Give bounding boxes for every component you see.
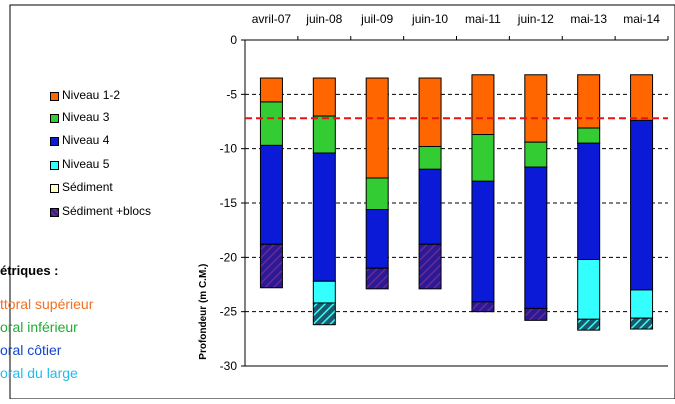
bar-segment bbox=[577, 259, 601, 320]
y-tick-label: -5 bbox=[226, 87, 237, 101]
bar-segment bbox=[365, 209, 389, 269]
legend-label: Sédiment +blocs bbox=[62, 204, 152, 218]
bar-segment bbox=[365, 267, 389, 290]
legend-swatch bbox=[50, 208, 59, 217]
bar-segment bbox=[259, 101, 283, 146]
bar-segment bbox=[312, 77, 336, 117]
bathymetry-line: oral côtier bbox=[0, 342, 62, 358]
y-tick-label: -20 bbox=[220, 250, 238, 264]
bar-segment bbox=[418, 243, 442, 290]
bar-segment bbox=[630, 74, 654, 121]
y-tick-label: -10 bbox=[220, 142, 238, 156]
bathymetry-line: oral du large bbox=[0, 365, 78, 381]
y-tick-label: -15 bbox=[220, 196, 238, 210]
bar-segment bbox=[577, 74, 601, 129]
y-tick-label: 0 bbox=[230, 33, 237, 47]
bar-segment bbox=[418, 77, 442, 147]
y-tick-label: -25 bbox=[220, 305, 238, 319]
legend-label: Niveau 1-2 bbox=[62, 88, 121, 102]
bar-segment bbox=[312, 280, 336, 304]
y-tick-label: -30 bbox=[220, 359, 238, 373]
legend-swatch bbox=[50, 161, 59, 170]
bar-segment bbox=[418, 145, 442, 170]
bar-segment bbox=[312, 115, 336, 154]
legend-label: Sédiment bbox=[62, 180, 113, 194]
bar-segment bbox=[259, 144, 283, 245]
bar-segment bbox=[577, 127, 601, 144]
bar-segment bbox=[312, 152, 336, 282]
x-tick-label: juil-09 bbox=[360, 12, 393, 26]
x-tick-label: juin-12 bbox=[517, 12, 554, 26]
legend-swatch bbox=[50, 184, 59, 193]
legend-swatch bbox=[50, 137, 59, 146]
bar-segment bbox=[577, 318, 601, 331]
bathymetry-line: oral inférieur bbox=[0, 319, 78, 335]
bar-segment bbox=[471, 301, 495, 313]
y-axis-label: Profondeur (m C.M.) bbox=[198, 264, 209, 360]
legend-label: Niveau 3 bbox=[62, 110, 110, 124]
outer-border bbox=[9, 4, 675, 400]
bar-segment bbox=[471, 180, 495, 303]
bar-segment bbox=[524, 307, 548, 321]
bar-segment bbox=[524, 74, 548, 143]
bar-segment bbox=[471, 74, 495, 136]
bar-segment bbox=[418, 168, 442, 245]
legend-label: Niveau 5 bbox=[62, 157, 110, 171]
x-tick-label: juin-10 bbox=[411, 12, 448, 26]
bar-segment bbox=[259, 243, 283, 289]
x-tick-label: mai-11 bbox=[465, 12, 501, 26]
bathymetry-title: étriques : bbox=[0, 263, 59, 278]
legend-swatch bbox=[50, 114, 59, 123]
bar-segment bbox=[365, 177, 389, 211]
bar-segment bbox=[524, 166, 548, 309]
bar-segment bbox=[365, 77, 389, 179]
legend-label: Niveau 4 bbox=[62, 133, 110, 147]
bar-segment bbox=[630, 289, 654, 319]
bar-segment bbox=[312, 302, 336, 326]
x-tick-label: mai-13 bbox=[570, 12, 607, 26]
bar-segment bbox=[577, 142, 601, 261]
bathymetry-line: ttoral supérieur bbox=[0, 296, 94, 312]
bar-segment bbox=[471, 134, 495, 182]
bar-segment bbox=[259, 77, 283, 103]
x-tick-label: mai-14 bbox=[623, 12, 660, 26]
bar-segment bbox=[524, 141, 548, 168]
bar-segment bbox=[630, 119, 654, 291]
x-tick-label: avril-07 bbox=[252, 12, 292, 26]
bar-segment bbox=[630, 317, 654, 330]
legend-swatch bbox=[50, 92, 59, 101]
x-tick-label: juin-08 bbox=[305, 12, 342, 26]
